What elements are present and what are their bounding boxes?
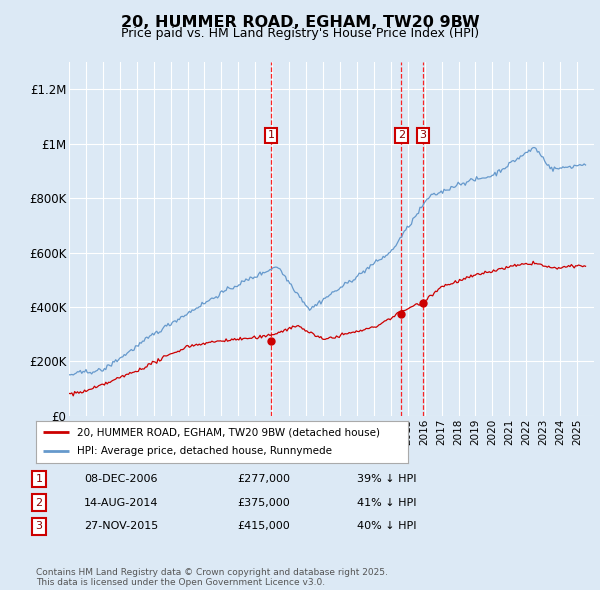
Text: 40% ↓ HPI: 40% ↓ HPI bbox=[357, 522, 416, 531]
Text: 08-DEC-2006: 08-DEC-2006 bbox=[84, 474, 157, 484]
Text: 41% ↓ HPI: 41% ↓ HPI bbox=[357, 498, 416, 507]
Text: 2: 2 bbox=[398, 130, 405, 140]
Text: 1: 1 bbox=[35, 474, 43, 484]
Text: 20, HUMMER ROAD, EGHAM, TW20 9BW (detached house): 20, HUMMER ROAD, EGHAM, TW20 9BW (detach… bbox=[77, 427, 380, 437]
Text: 39% ↓ HPI: 39% ↓ HPI bbox=[357, 474, 416, 484]
Text: Contains HM Land Registry data © Crown copyright and database right 2025.
This d: Contains HM Land Registry data © Crown c… bbox=[36, 568, 388, 587]
Text: HPI: Average price, detached house, Runnymede: HPI: Average price, detached house, Runn… bbox=[77, 446, 332, 456]
Text: 20, HUMMER ROAD, EGHAM, TW20 9BW: 20, HUMMER ROAD, EGHAM, TW20 9BW bbox=[121, 15, 479, 30]
Text: 14-AUG-2014: 14-AUG-2014 bbox=[84, 498, 158, 507]
Text: £415,000: £415,000 bbox=[237, 522, 290, 531]
Text: 27-NOV-2015: 27-NOV-2015 bbox=[84, 522, 158, 531]
Text: 3: 3 bbox=[419, 130, 427, 140]
Text: Price paid vs. HM Land Registry's House Price Index (HPI): Price paid vs. HM Land Registry's House … bbox=[121, 27, 479, 40]
Text: £375,000: £375,000 bbox=[237, 498, 290, 507]
Text: 2: 2 bbox=[35, 498, 43, 507]
Text: 1: 1 bbox=[268, 130, 274, 140]
Text: £277,000: £277,000 bbox=[237, 474, 290, 484]
Text: 3: 3 bbox=[35, 522, 43, 531]
